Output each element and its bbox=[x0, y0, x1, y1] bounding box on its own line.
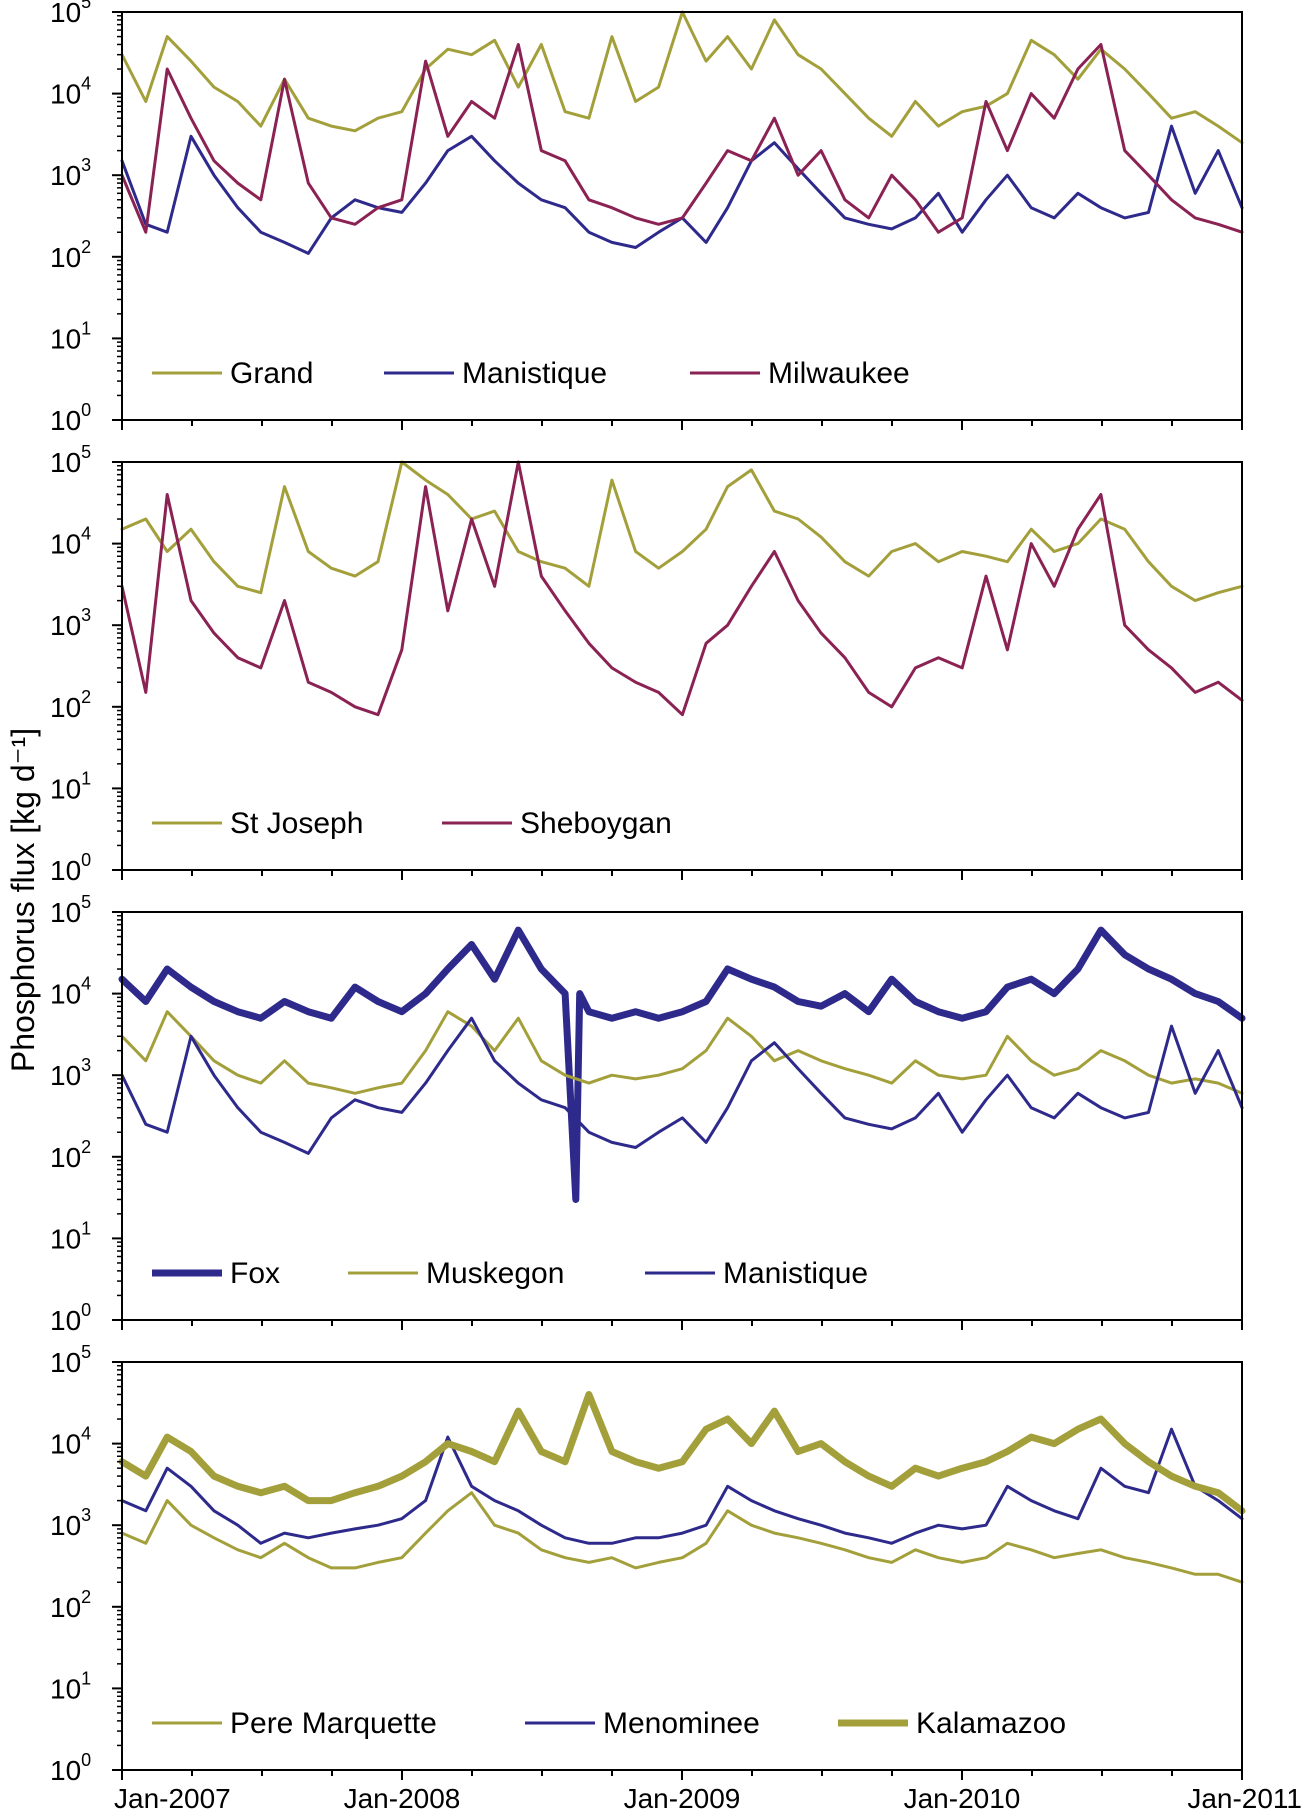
legend-item-fox: Fox bbox=[152, 1257, 280, 1290]
series-line-st-joseph bbox=[120, 460, 1244, 603]
y-tick-label: 105 bbox=[50, 1342, 91, 1378]
y-tick-label: 103 bbox=[50, 1055, 91, 1091]
series-line-sheboygan bbox=[120, 460, 1244, 717]
y-tick-label: 103 bbox=[50, 1505, 91, 1541]
x-tick-label: Jan-2011 bbox=[1187, 1783, 1302, 1814]
series-line-manistique bbox=[120, 124, 1244, 255]
y-tick-label: 105 bbox=[50, 892, 91, 928]
legend-label: Muskegon bbox=[426, 1257, 564, 1290]
legend-item-manistique: Manistique bbox=[645, 1257, 868, 1290]
series-line-milwaukee bbox=[120, 43, 1244, 234]
series-line-manistique bbox=[120, 1016, 1244, 1155]
y-tick-label: 105 bbox=[50, 0, 91, 28]
chart-panel-1: 100 101 102 103 104 105 Grand Manistique Milwauk… bbox=[50, 0, 1244, 436]
y-tick-label: 101 bbox=[50, 1218, 91, 1254]
series-line-fox bbox=[118, 926, 1246, 1203]
chart-panels: 100 101 102 103 104 105 Grand Manistique Milwauk… bbox=[50, 0, 1246, 1786]
legend-label: Grand bbox=[230, 357, 313, 390]
y-tick-label: 101 bbox=[50, 768, 91, 804]
y-tick-label: 100 bbox=[50, 850, 91, 886]
y-tick-label: 103 bbox=[50, 605, 91, 641]
legend-item-milwaukee: Milwaukee bbox=[690, 357, 910, 390]
series-line-kalamazoo bbox=[118, 1391, 1246, 1515]
series-line-muskegon bbox=[120, 1010, 1244, 1095]
series-line-pere-marquette bbox=[120, 1491, 1244, 1584]
legend-item-menominee: Menominee bbox=[525, 1707, 760, 1740]
y-tick-label: 104 bbox=[50, 974, 91, 1010]
legend-label: Menominee bbox=[603, 1707, 760, 1740]
legend-label: Sheboygan bbox=[520, 807, 672, 840]
y-tick-label: 103 bbox=[50, 155, 91, 191]
y-tick-label: 104 bbox=[50, 74, 91, 110]
x-tick-label: Jan-2009 bbox=[624, 1783, 741, 1814]
x-tick-labels: Jan-2007 Jan-2008 Jan-2009 Jan-2010 Jan-2011 bbox=[114, 1783, 1302, 1814]
y-tick-label: 101 bbox=[50, 1668, 91, 1704]
legend-item-manistique: Manistique bbox=[384, 357, 607, 390]
y-axis-label: Phosphorus flux [kg d⁻¹] bbox=[5, 728, 41, 1072]
legend-label: St Joseph bbox=[230, 807, 363, 840]
y-tick-label: 104 bbox=[50, 1424, 91, 1460]
legend-item-pere-marquette: Pere Marquette bbox=[152, 1707, 437, 1740]
legend-item-kalamazoo: Kalamazoo bbox=[838, 1707, 1066, 1740]
y-tick-label: 100 bbox=[50, 1750, 91, 1786]
legend-item-muskegon: Muskegon bbox=[348, 1257, 564, 1290]
legend-label: Manistique bbox=[723, 1257, 868, 1290]
x-tick-label: Jan-2010 bbox=[904, 1783, 1021, 1814]
legend-label: Kalamazoo bbox=[916, 1707, 1066, 1740]
legend-item-st-joseph: St Joseph bbox=[152, 807, 363, 840]
legend-item-grand: Grand bbox=[152, 357, 313, 390]
chart-panel-3: 100 101 102 103 104 105 Fox Muskegon Manistique bbox=[50, 892, 1246, 1336]
y-tick-label: 102 bbox=[50, 237, 91, 273]
legend-label: Fox bbox=[230, 1257, 280, 1290]
y-tick-label: 100 bbox=[50, 1300, 91, 1336]
chart-panel-4: 100 101 102 103 104 105 Pere Marquette Menomine… bbox=[50, 1342, 1246, 1786]
chart-panel-2: 100 101 102 103 104 105 St Joseph Sheboygan bbox=[50, 442, 1244, 886]
series-line-menominee bbox=[120, 1427, 1244, 1545]
y-tick-label: 105 bbox=[50, 442, 91, 478]
legend-label: Milwaukee bbox=[768, 357, 910, 390]
y-tick-label: 104 bbox=[50, 524, 91, 560]
y-tick-label: 101 bbox=[50, 318, 91, 354]
y-tick-label: 102 bbox=[50, 1587, 91, 1623]
y-tick-label: 102 bbox=[50, 687, 91, 723]
legend-item-sheboygan: Sheboygan bbox=[442, 807, 672, 840]
legend-label: Pere Marquette bbox=[230, 1707, 437, 1740]
legend-label: Manistique bbox=[462, 357, 607, 390]
x-tick-label: Jan-2007 bbox=[114, 1783, 231, 1814]
x-tick-label: Jan-2008 bbox=[344, 1783, 461, 1814]
y-tick-label: 100 bbox=[50, 400, 91, 436]
y-tick-label: 102 bbox=[50, 1137, 91, 1173]
